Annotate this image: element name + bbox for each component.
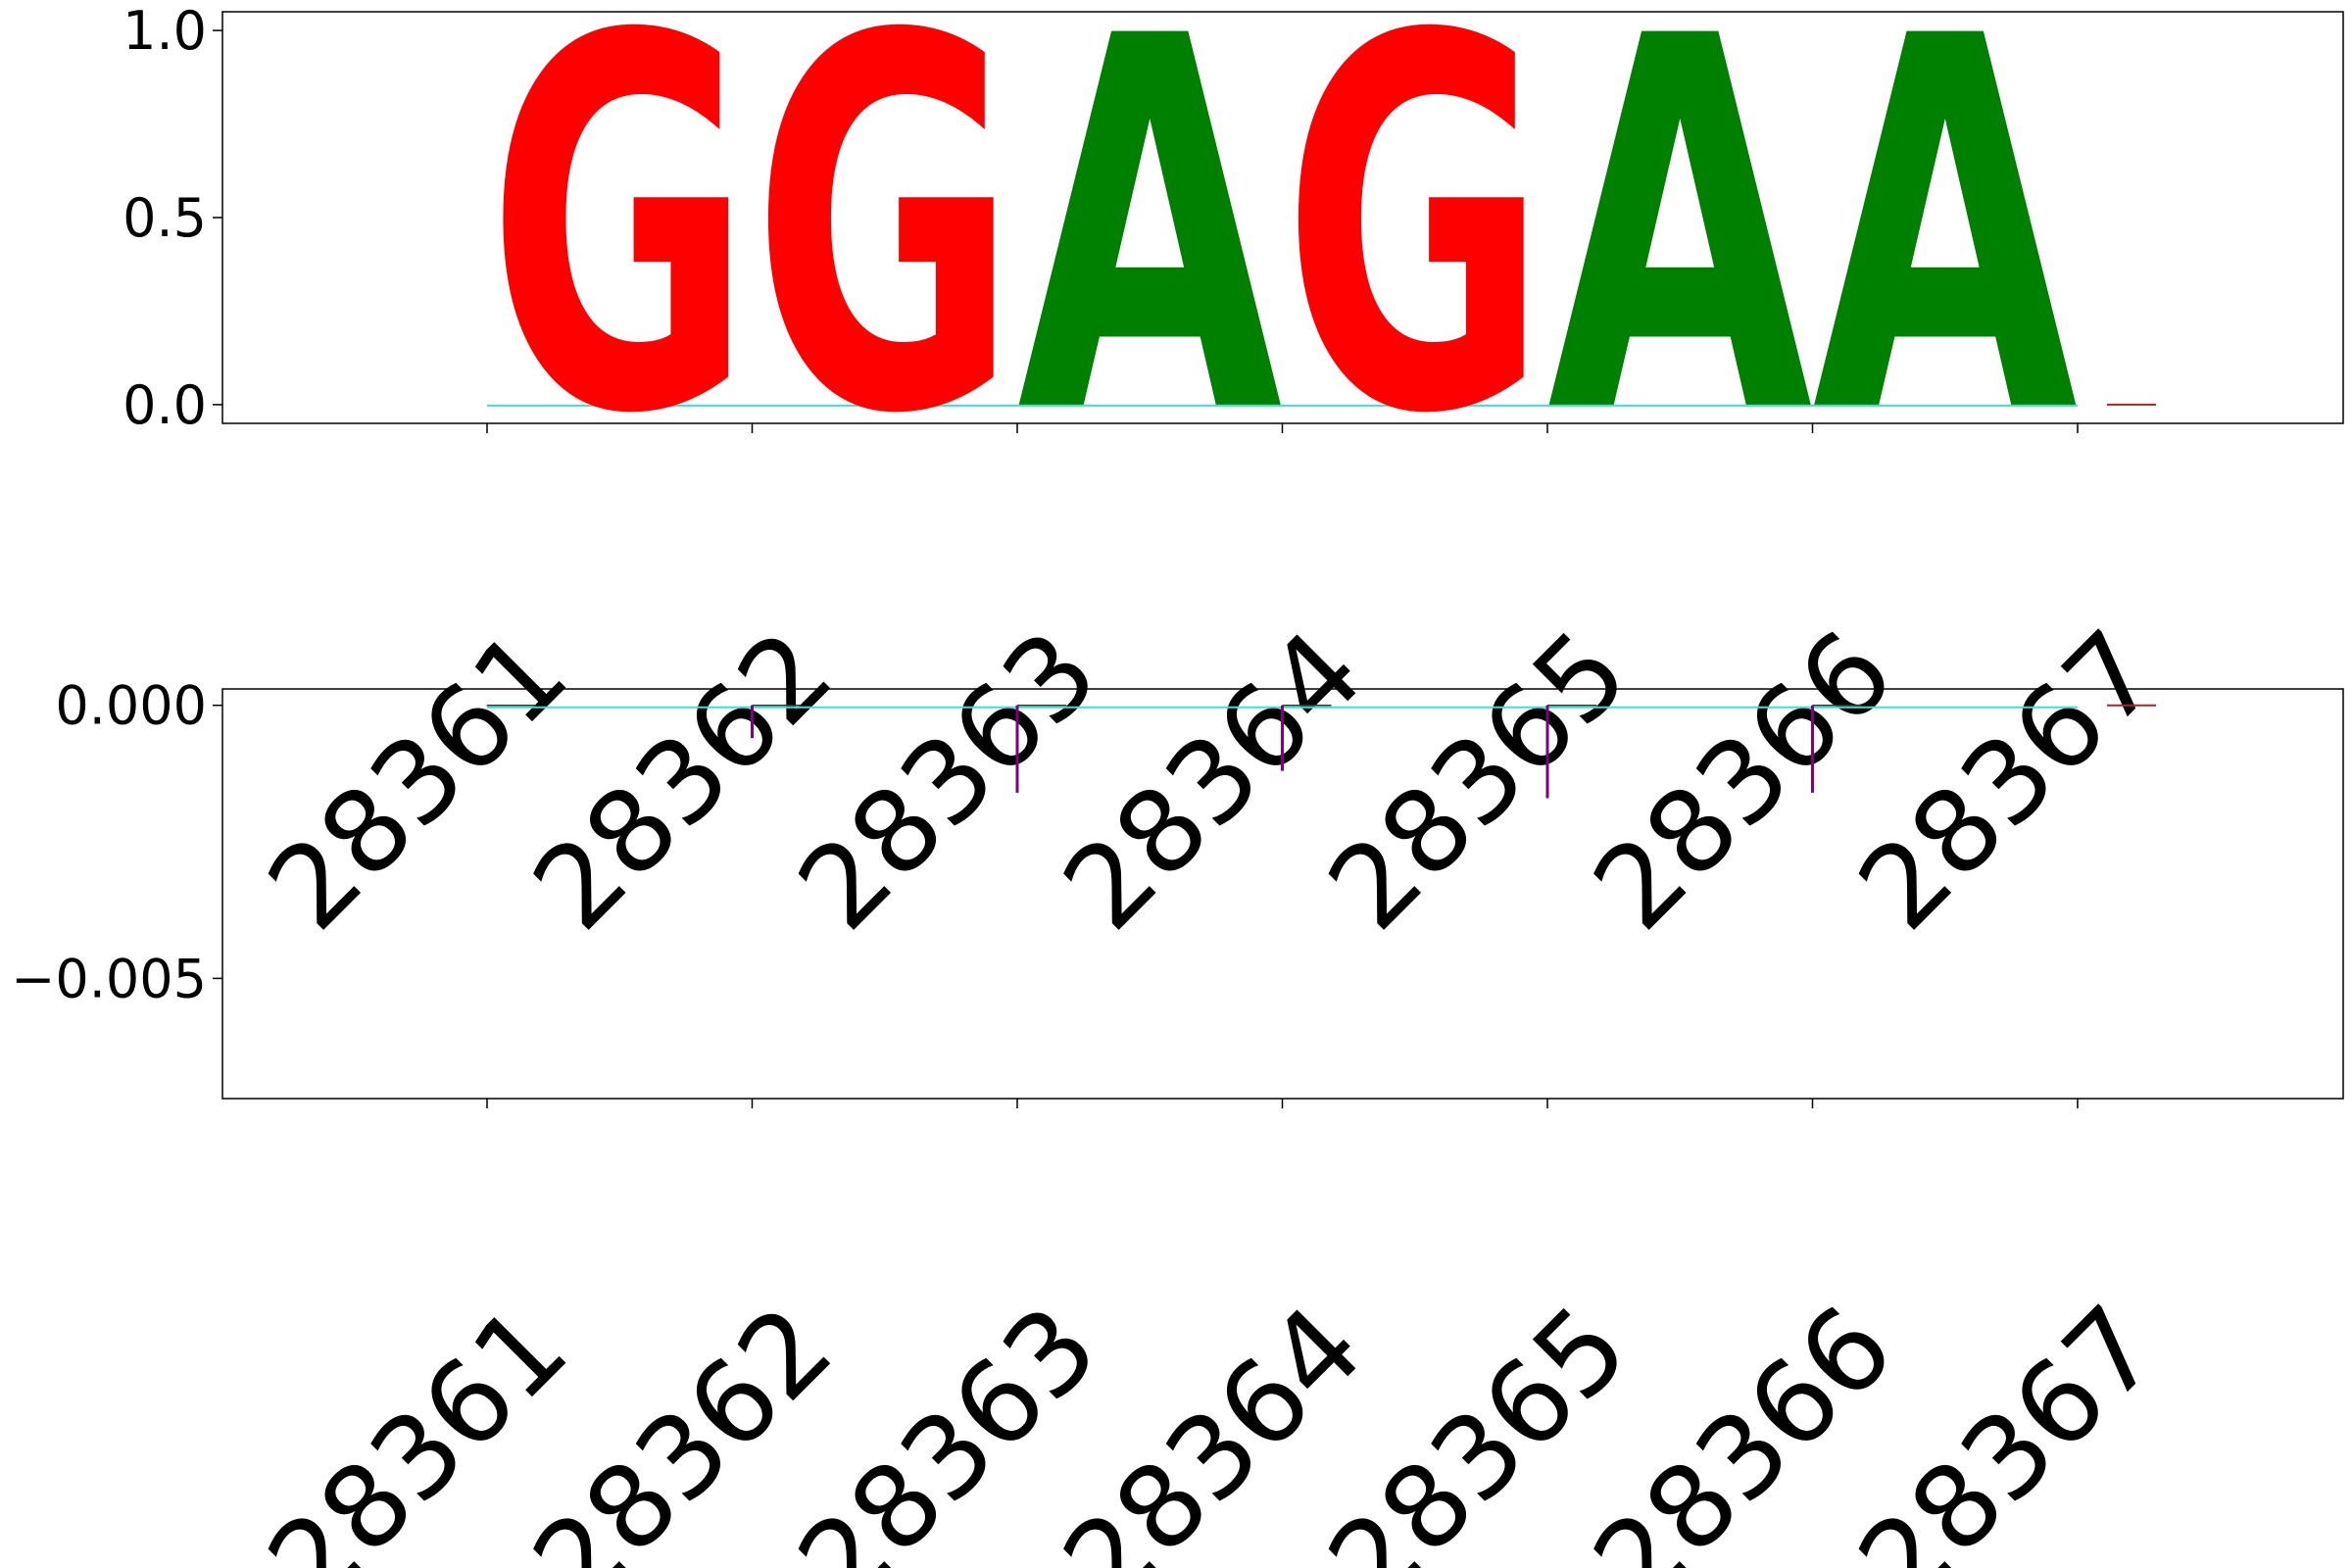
logo-panel: G G A G A A0.00.51.02836128362283632836428365… <box>122 0 2344 956</box>
bar <box>1015 705 1019 793</box>
logo-letter-g: G <box>753 0 1017 526</box>
x-tick-label: 28366 <box>1569 606 1918 955</box>
x-tick-label: 28367 <box>1834 1281 2182 1568</box>
logo-letter-g: G <box>487 0 752 526</box>
bar <box>1811 705 1814 793</box>
bar <box>751 705 754 739</box>
y-tick-label: 0.0 <box>122 374 207 436</box>
x-tick-label: 28364 <box>1039 606 1388 955</box>
logo-letter-a: A <box>1017 0 1285 525</box>
x-tick-label: 28367 <box>1834 606 2182 955</box>
logo-letter-a: A <box>1547 0 1815 525</box>
bar <box>485 705 489 707</box>
y-tick-label: −0.005 <box>11 948 207 1009</box>
x-tick-label: 28361 <box>243 606 592 955</box>
bar <box>1281 705 1284 771</box>
y-tick-label: 0.000 <box>55 675 207 737</box>
logo-letter-g: G <box>1283 0 1547 526</box>
x-tick-label: 28365 <box>1303 606 1652 955</box>
logo-letter-a: A <box>1813 0 2081 525</box>
x-tick-label: 28362 <box>509 606 858 955</box>
x-tick-label: 28363 <box>773 606 1122 955</box>
y-tick-label: 1.0 <box>122 0 207 62</box>
bar <box>1545 705 1549 799</box>
y-tick-label: 0.5 <box>122 187 207 249</box>
